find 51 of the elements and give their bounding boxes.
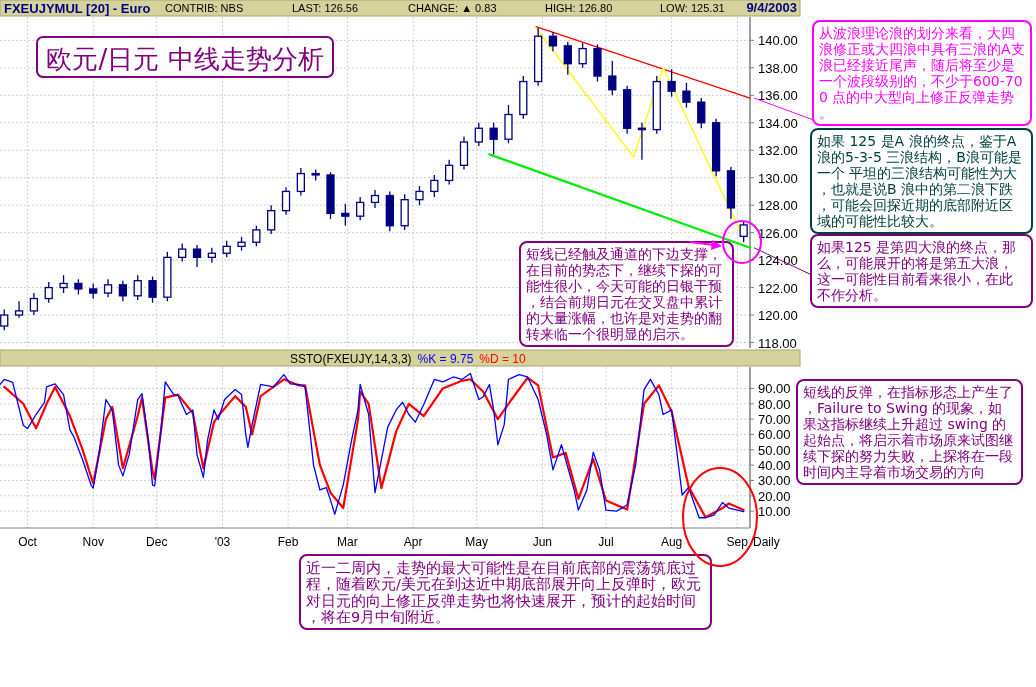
note-box: 近一二周内，走势的最大可能性是在目前底部的震荡筑底过程，随着欧元/美元在到达近中期底部展开向上反弹时，欧元对日元的向上修正反弹走势也将快速展开，预计的起始时间，将在9月中旬附近。 — [299, 554, 712, 630]
y-tick-label: 50.00 — [758, 442, 791, 458]
text: 9/4/2003 — [746, 0, 797, 15]
y-tick-label: 130.00 — [758, 170, 798, 186]
annotation: 如果125 是第四大浪的终点，那么，可能展开的将是第五大浪，这一可能性目前看来很小，在此不作分析。 — [817, 239, 1017, 303]
x-tick-label: Apr — [403, 535, 423, 549]
x-tick-label: May — [465, 535, 489, 549]
x-tick-label: Jul — [598, 535, 614, 549]
y-tick-label: 60.00 — [758, 427, 791, 443]
y-tick-label: 80.00 — [758, 396, 791, 412]
y-tick-label: 138.00 — [758, 60, 798, 76]
y-tick-label: 122.00 — [758, 280, 798, 296]
y-tick-label: 40.00 — [758, 458, 791, 474]
text: CHANGE: ▲ 0.83 — [408, 2, 497, 14]
x-tick-label: Oct — [18, 535, 38, 549]
text: LAST: 126.56 — [292, 2, 359, 14]
note-box: 短线的反弹，在指标形态上产生了，Failure to Swing 的现象，如果这指标继续上升超过 swing 的起始点，将启示着市场原来试图继续下探的努力失败，上探将在一段时间内主导着市场交易的方向 — [796, 379, 1023, 485]
x-tick-label: Aug — [660, 535, 683, 549]
x-tick-label: Jun — [532, 535, 553, 549]
y-tick-label: 140.00 — [758, 33, 798, 49]
y-tick-label: 136.00 — [758, 88, 798, 104]
y-tick-label: 120.00 — [758, 308, 798, 324]
y-tick-label: 132.00 — [758, 143, 798, 159]
note-box: 如果 125 是A 浪的终点，鉴于A 浪的5-3-5 三浪结构，B浪可能是一个 平坦的三浪结构可能性为大，也就是说B 浪中的第二浪下跌，可能会回探近期的底部附近区域的可能性比较大。 — [810, 128, 1033, 234]
x-tick-label: '03 — [214, 535, 231, 549]
y-tick-label: 126.00 — [758, 225, 798, 241]
note-box: 短线已经触及通道的下边支撑，在目前的势态下，继续下探的可能性很小，今天可能的日银干预，结合前期日元在交叉盘中累计的大量涨幅，也许是对走势的翻转来临一个很明显的启示。 — [519, 241, 734, 347]
y-tick-label: 118.00 — [758, 335, 797, 351]
text: CONTRIB: NBS — [165, 2, 244, 14]
x-axis-title: Daily — [753, 535, 780, 549]
x-tick-label: Nov — [82, 535, 104, 549]
annotation: 短线已经触及通道的下边支撑，在目前的势态下，继续下探的可能性很小，今天可能的日银干预，结合前期日元在交叉盘中累计的大量涨幅，也许是对走势的翻转来临一个很明显的启示。 — [526, 246, 722, 342]
x-tick-label: Dec — [146, 535, 168, 549]
annotation: 从波浪理论浪的划分来看，大四浪修正或大四浪中具有三浪的A支浪已经接近尾声，随后将至少是一个波段级别的，不少于600-700 点的中大型向上修正反弹走势。 — [819, 25, 1025, 121]
y-tick-label: 128.00 — [758, 198, 798, 214]
y-tick-label: 90.00 — [758, 381, 791, 397]
text: LOW: 125.31 — [660, 2, 725, 14]
y-tick-label: 10.00 — [758, 504, 791, 520]
chart-title: SSTO(FXEUJY,14,3,3) — [290, 352, 412, 366]
series-label: %D = 10 — [479, 352, 526, 366]
text: HIGH: 126.80 — [545, 2, 613, 14]
y-tick-label: 134.00 — [758, 115, 798, 131]
y-tick-label: 70.00 — [758, 412, 791, 428]
title-box: 欧元/日元 中线走势分析 — [36, 36, 334, 78]
series-label: %K = 9.75 — [417, 352, 474, 366]
y-tick-label: 20.00 — [758, 488, 791, 504]
y-tick-label: 30.00 — [758, 473, 791, 489]
x-tick-label: Sep — [726, 535, 749, 549]
x-tick-label: Feb — [277, 535, 299, 549]
x-tick-label: Mar — [337, 535, 358, 549]
chart-title: FXEUJYMUL [20] - Euro — [4, 1, 151, 16]
